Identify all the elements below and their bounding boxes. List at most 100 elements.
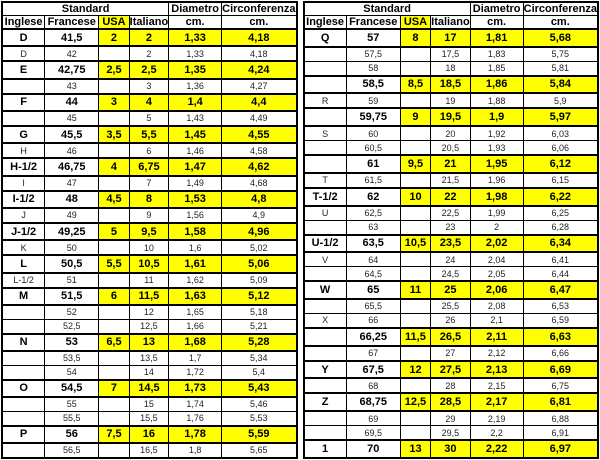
cell-italiano: 9 [128,207,170,224]
cell-inglese [303,154,347,174]
cell-italiano: 13,5 [128,350,170,366]
cell-francese: 57 [345,28,401,48]
table-row: W 65 11 25 2,06 6,47 [303,280,599,300]
table-row: X 66 26 2,1 6,59 [303,312,599,329]
cell-inglese [303,60,347,77]
cell-francese: 56 [44,424,100,444]
cell-italiano: 25,5 [430,298,471,314]
cell-italiano: 21,5 [430,172,471,189]
cell-diametro: 1,61 [168,254,223,274]
cell-usa [399,410,432,427]
cell-usa [98,396,130,412]
cell-italiano: 18 [430,60,471,77]
cell-usa: 6,5 [98,332,130,352]
cell-usa: 7 [98,378,130,398]
cell-inglese: H [1,142,46,159]
table-row: R 59 19 1,88 5,9 [303,92,599,109]
cell-usa: 11,5 [399,326,432,347]
cell-italiano: 14,5 [128,378,170,398]
cell-circonferenza: 4,8 [221,189,297,209]
cell-italiano: 19 [430,92,471,109]
cell-diametro: 1,95 [469,154,524,174]
cell-usa: 11 [399,280,432,300]
cell-circonferenza: 5,97 [522,107,599,128]
cell-inglese [303,266,347,282]
cell-italiano: 28,5 [430,392,471,413]
cell-usa [399,172,432,189]
cell-circonferenza: 6,44 [522,266,599,282]
header-group-row: Standard Diametro Circonferenza [1,1,297,16]
cell-diametro: 1,96 [469,172,524,189]
cell-francese: 58 [345,60,401,77]
cell-diametro: 1,99 [469,205,524,221]
table-row: E 42,75 2,5 2,5 1,35 4,24 [1,60,297,80]
cell-usa: 4,5 [98,189,130,209]
table-row: Y 67,5 12 27,5 2,13 6,69 [303,359,599,380]
cell-inglese [1,110,46,127]
cell-italiano: 3 [128,78,170,95]
cell-usa [98,239,130,256]
header-group-diametro: Diametro [168,1,223,16]
cell-italiano: 15,5 [128,410,170,427]
cell-italiano: 30 [430,439,471,459]
cell-francese: 68,75 [345,392,401,413]
cell-francese: 69,5 [345,425,401,441]
table-row: F 44 3 4 1,4 4,4 [1,92,297,113]
cell-francese: 66 [345,312,401,329]
table-row: J-1/2 49,25 5 9,5 1,58 4,96 [1,221,297,242]
cell-usa [98,45,130,62]
table-row: D 41,5 2 2 1,33 4,18 [1,27,297,48]
table-row: T-1/2 62 10 22 1,98 6,22 [303,186,599,207]
cell-inglese: K [1,239,46,256]
cell-inglese [1,78,46,95]
cell-circonferenza: 5,65 [221,442,297,459]
table-row: 67 27 2,12 6,66 [303,345,599,362]
cell-italiano: 4 [128,92,170,113]
table-row: D 42 2 1,33 4,18 [1,45,297,62]
table-row: 53,5 13,5 1,7 5,34 [1,350,297,366]
cell-italiano: 26 [430,312,471,329]
header-col-inglese: Inglese [1,15,46,30]
cell-francese: 43 [44,78,100,95]
cell-francese: 67 [345,345,401,362]
cell-inglese [303,107,347,128]
header-col-circonferenza-unit: cm. [522,15,599,30]
header-group-standard: Standard [303,1,471,16]
cell-usa: 8,5 [399,74,432,95]
cell-diametro: 1,4 [168,92,223,113]
cell-circonferenza: 5,43 [221,378,297,398]
cell-circonferenza: 4,9 [221,207,297,224]
cell-francese: 63 [345,219,401,236]
size-table-left: Standard Diametro Circonferenza Inglese Fran… [1,1,298,459]
cell-diametro: 1,43 [168,110,223,127]
cell-inglese [303,74,347,95]
cell-italiano: 6 [128,142,170,159]
cell-italiano: 24,5 [430,266,471,282]
cell-usa [98,272,130,288]
cell-francese: 59,75 [345,107,401,128]
cell-inglese [303,326,347,347]
cell-usa: 3 [98,92,130,113]
cell-usa [399,298,432,314]
cell-circonferenza: 6,81 [522,392,599,413]
cell-inglese: I [1,175,46,192]
cell-diametro: 1,85 [469,60,524,77]
cell-italiano: 15 [128,396,170,412]
cell-circonferenza: 6,03 [522,125,599,142]
cell-francese: 64 [345,251,401,268]
cell-circonferenza: 5,53 [221,410,297,427]
cell-usa [98,442,130,459]
cell-diametro: 1,83 [469,46,524,62]
cell-diametro: 1,45 [168,124,223,145]
cell-italiano: 19,5 [430,107,471,128]
cell-italiano: 2 [128,27,170,48]
cell-italiano: 10,5 [128,254,170,274]
header-col-usa: USA [98,15,130,30]
cell-diametro: 1,65 [168,304,223,320]
cell-francese: 53,5 [44,350,100,366]
header-col-italiano: Italiano [430,15,471,30]
table-row: T 61,5 21,5 1,96 6,15 [303,172,599,189]
cell-francese: 52,5 [44,318,100,335]
cell-diametro: 1,46 [168,142,223,159]
cell-circonferenza: 6,66 [522,345,599,362]
